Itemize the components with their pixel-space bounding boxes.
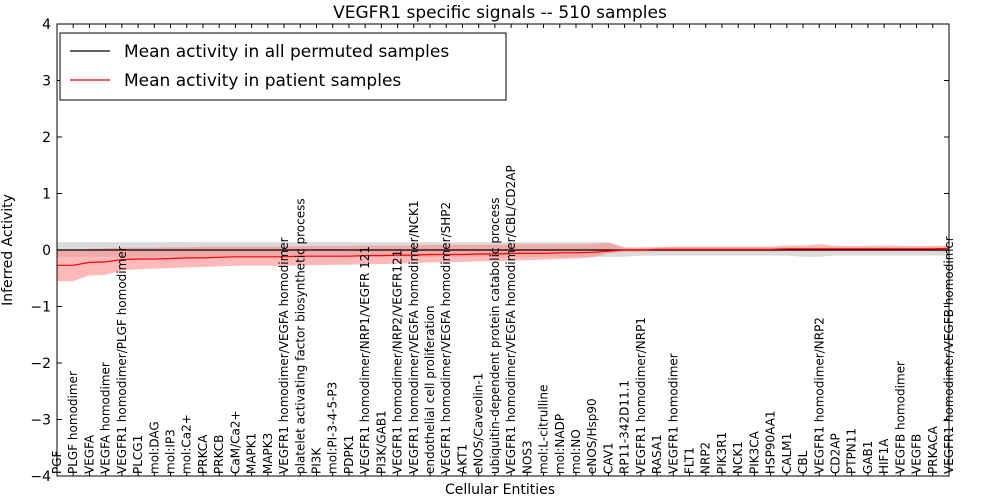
x-tick-label: VEGFR1 homodimer/VEGFA homodimer [277, 237, 291, 474]
x-tick-label: mol:L-citrulline [537, 385, 551, 474]
y-tick-labels: −4 −3 −2 −1 0 1 2 3 4 [30, 17, 51, 485]
x-tick-label: PTPN11 [845, 428, 859, 474]
x-tick-label: HSP90AA1 [764, 410, 778, 474]
x-tick-label: VEGFA homodimer [99, 362, 113, 474]
x-tick-label: NRP2 [699, 442, 713, 474]
x-tick-label: RASA1 [650, 434, 664, 474]
y-tick-label: −4 [30, 469, 51, 485]
y-tick-label: 1 [42, 187, 51, 203]
x-tick-label: VEGFR1 homodimer/NRP1 [634, 317, 648, 474]
x-tick-label: GAB1 [861, 441, 875, 474]
x-tick-label: PDPK1 [342, 435, 356, 474]
x-tick-label: PLCG1 [131, 435, 145, 474]
y-tick-label: −3 [30, 413, 51, 429]
y-tick-label: −1 [30, 300, 51, 316]
x-tick-label: VEGFB [910, 434, 924, 474]
x-tick-label: VEGFR1 homodimer/VEGFA homodimer/NCK1 [407, 200, 421, 474]
x-tick-label: mol:DAG [147, 421, 161, 474]
y-tick-label: 4 [42, 17, 51, 33]
x-tick-label: VEGFR1 homodimer/VEGFA homodimer/SHP2 [439, 202, 453, 474]
legend-label-patient: Mean activity in patient samples [124, 71, 401, 91]
y-axis-label: Inferred Activity [0, 194, 16, 306]
x-axis-label: Cellular Entities [445, 482, 555, 498]
x-tick-label: PRKACA [926, 425, 940, 474]
x-tick-label: ubiquitin-dependent protein catabolic pr… [488, 198, 502, 474]
x-tick-label: VEGFR1 homodimer/PLGF homodimer [115, 246, 129, 474]
x-tick-label: FLT1 [683, 447, 697, 474]
legend-label-permuted: Mean activity in all permuted samples [124, 42, 449, 62]
legend: Mean activity in all permuted samples Me… [59, 32, 507, 101]
y-tick-label: −2 [30, 356, 51, 372]
x-tick-label: mol:Ca2+ [180, 414, 194, 474]
chart-title: VEGFR1 specific signals -- 510 samples [333, 3, 667, 23]
x-tick-label: CALM1 [780, 433, 794, 474]
x-tick-label: PLGF homodimer [66, 371, 80, 474]
x-tick-label: MAPK1 [245, 433, 259, 474]
x-tick-label: platelet activating factor biosynthetic … [293, 198, 307, 474]
x-tick-label: PRKCB [212, 435, 226, 474]
x-tick-label: HIF1A [877, 438, 891, 474]
y-tick-label: 2 [42, 130, 51, 146]
x-tick-label: VEGFR1 homodimer/VEGFA homodimer/CBL/CD2… [504, 165, 518, 474]
legend-box [59, 32, 507, 101]
x-tick-label: AKT1 [456, 444, 470, 474]
y-tick-label: 3 [42, 74, 51, 90]
x-tick-label: CaM/Ca2+ [228, 410, 242, 474]
x-tick-label: mol:PI-3-4-5-P3 [326, 382, 340, 474]
x-tick-labels: PGF PLGF homodimer VEGFA VEGFA homodimer VEG… [50, 165, 956, 474]
x-tick-label: VEGFR1 homodimer [666, 353, 680, 474]
x-tick-label: VEGFR1 homodimer/NRP2 [812, 317, 826, 474]
x-tick-label: mol:NO [569, 429, 583, 474]
x-tick-label: VEGFA [82, 434, 96, 474]
uncertainty-bands [57, 242, 949, 282]
x-tick-label: PI3K [310, 447, 324, 474]
x-tick-label: VEGFB homodimer [893, 361, 907, 474]
plot-frame [56, 23, 950, 477]
x-tick-label: VEGFR1 homodimer/NRP2/VEGFR121 [391, 250, 405, 474]
x-tick-label: PIK3R1 [715, 432, 729, 474]
series-lines [57, 247, 950, 266]
x-tick-label: eNOS/Hsp90 [585, 398, 599, 474]
x-tick-label: CAV1 [601, 442, 615, 474]
x-tick-label: PIK3CA [747, 430, 761, 474]
x-tick-label: NCK1 [731, 441, 745, 474]
x-tick-label: VEGFR1 homodimer/NRP1/VEGFR 121 [358, 246, 372, 474]
y-tick-label: 0 [42, 243, 51, 259]
x-tick-label: RP11-342D11.1 [618, 380, 632, 474]
x-tick-label: mol:IP3 [164, 429, 178, 474]
x-tick-label: MAPK3 [261, 433, 275, 474]
x-tick-label: NOS3 [520, 440, 534, 474]
x-tick-label: PRKCA [196, 434, 210, 474]
x-tick-label: endothelial cell proliferation [423, 306, 437, 474]
x-tick-label: eNOS/Caveolin-1 [472, 373, 486, 474]
x-tick-label: PI3K/GAB1 [374, 410, 388, 474]
series-line-patient [57, 247, 950, 266]
x-tick-label: CD2AP [829, 433, 843, 474]
x-tick-label: mol:NADP [553, 414, 567, 474]
x-tick-label: CBL [796, 450, 810, 474]
band-patient [57, 242, 949, 282]
